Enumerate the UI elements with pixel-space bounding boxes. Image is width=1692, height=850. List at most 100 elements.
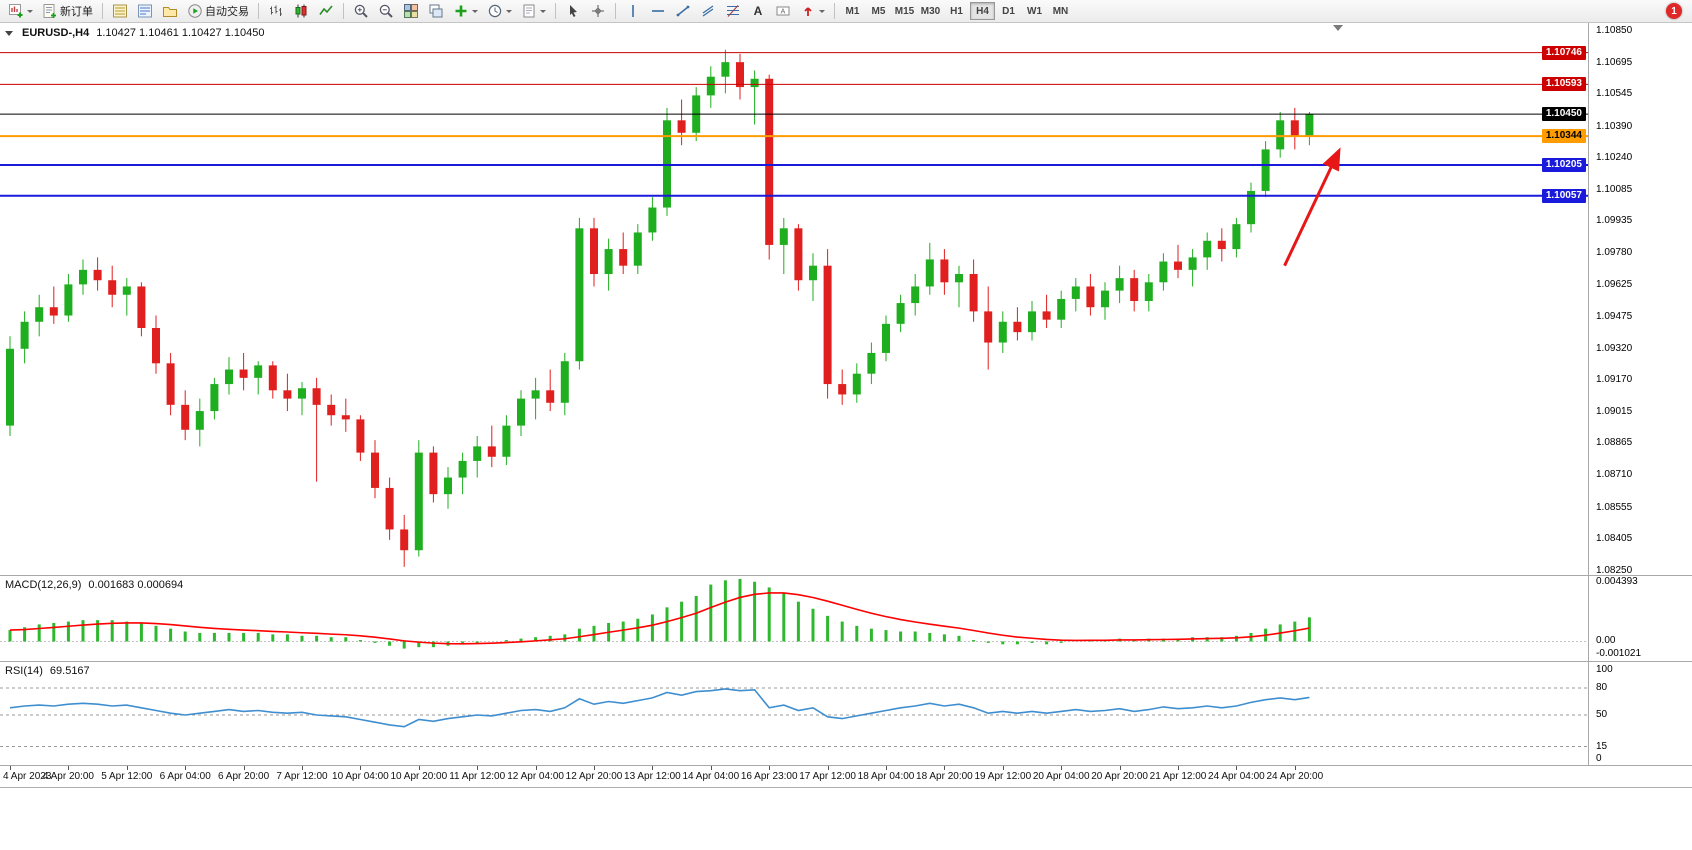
zoom-in-button[interactable]	[349, 1, 373, 21]
templates-icon	[521, 3, 537, 19]
time-axis-label: 20 Apr 20:00	[1091, 771, 1148, 782]
fibonacci-button[interactable]	[721, 1, 745, 21]
crosshair-button[interactable]	[586, 1, 610, 21]
time-axis-label: 10 Apr 04:00	[332, 771, 389, 782]
text-icon: A	[750, 3, 766, 19]
tf-MN[interactable]: MN	[1048, 2, 1073, 20]
toolbar-separator	[343, 3, 344, 19]
price-axis-tick: 1.10240	[1596, 151, 1633, 163]
tile-windows-button[interactable]	[399, 1, 423, 21]
rsi-axis-tick: 50	[1596, 709, 1608, 720]
time-axis-tick	[710, 766, 712, 770]
pane-separator[interactable]	[0, 575, 1692, 576]
periods-button[interactable]	[483, 1, 516, 21]
time-axis-tick	[243, 766, 245, 770]
pane-separator[interactable]	[0, 661, 1692, 662]
indicators-button[interactable]	[449, 1, 482, 21]
time-axis-tick	[360, 766, 362, 770]
fibonacci-icon	[725, 3, 741, 19]
time-axis-label: 18 Apr 20:00	[916, 771, 973, 782]
time-axis-label: 4 Apr 2023	[3, 771, 52, 782]
toolbar: 新订单 自动交易 A A M1 M5 M15 M30 H1 H4 D1 W1 MN 1	[0, 0, 1692, 23]
time-axis-tick	[652, 766, 654, 770]
candlestick-chart-icon	[293, 3, 309, 19]
time-axis-label: 14 Apr 04:00	[682, 771, 740, 782]
time-axis-tick	[1061, 766, 1063, 770]
market-watch-icon	[112, 3, 128, 19]
time-axis-tick	[1178, 766, 1179, 770]
time-axis-label: 7 Apr 12:00	[276, 771, 328, 782]
new-chart-button[interactable]	[4, 1, 37, 21]
new-chart-icon	[8, 3, 24, 19]
horizontal-line-button[interactable]	[646, 1, 670, 21]
new-order-icon	[42, 3, 58, 19]
trendline-button[interactable]	[671, 1, 695, 21]
symbol-dropdown-icon[interactable]	[5, 30, 13, 36]
chevron-down-icon	[819, 9, 825, 13]
candlestick-chart-button[interactable]	[289, 1, 313, 21]
chevron-down-icon	[540, 9, 546, 13]
autotrading-icon	[187, 3, 203, 19]
crosshair-icon	[590, 3, 606, 19]
rsi-axis-tick: 15	[1596, 740, 1608, 752]
arrows-icon	[800, 3, 816, 19]
time-axis-label: 16 Apr 23:00	[740, 771, 798, 782]
time-axis-tick	[418, 766, 420, 770]
rsi-canvas[interactable]	[0, 662, 1588, 765]
cascade-windows-button[interactable]	[424, 1, 448, 21]
equidistant-channel-button[interactable]	[696, 1, 720, 21]
main-chart-canvas[interactable]	[0, 23, 1588, 575]
chevron-down-icon	[27, 9, 33, 13]
vertical-line-button[interactable]	[621, 1, 645, 21]
market-watch-button[interactable]	[108, 1, 132, 21]
arrows-button[interactable]	[796, 1, 829, 21]
price-axis-tick: 1.10850	[1596, 25, 1633, 36]
toolbar-separator	[615, 3, 616, 19]
bar-chart-button[interactable]	[264, 1, 288, 21]
tf-H4[interactable]: H4	[970, 2, 995, 20]
navigator-button[interactable]	[158, 1, 182, 21]
time-axis-tick	[185, 766, 187, 770]
autotrading-button[interactable]: 自动交易	[183, 1, 253, 21]
trendline-icon	[675, 3, 691, 19]
tf-M1[interactable]: M1	[840, 2, 865, 20]
cursor-button[interactable]	[561, 1, 585, 21]
time-axis-tick	[1119, 766, 1121, 770]
zoom-out-button[interactable]	[374, 1, 398, 21]
price-axis-tick: 1.08865	[1596, 437, 1633, 449]
tf-M30[interactable]: M30	[918, 2, 943, 20]
tf-W1[interactable]: W1	[1022, 2, 1047, 20]
tf-H1[interactable]: H1	[944, 2, 969, 20]
macd-axis-tick: -0.001021	[1596, 648, 1642, 659]
time-axis-tick	[302, 766, 303, 770]
templates-button[interactable]	[517, 1, 550, 21]
time-axis-label: 21 Apr 12:00	[1149, 771, 1207, 782]
price-axis-tick: 1.08250	[1596, 565, 1633, 576]
price-axis-tick: 1.10085	[1596, 183, 1633, 195]
tf-M15[interactable]: M15	[892, 2, 917, 20]
text-button[interactable]: A	[746, 1, 770, 21]
data-window-button[interactable]	[133, 1, 157, 21]
text-label-button[interactable]: A	[771, 1, 795, 21]
notification-badge[interactable]: 1	[1666, 3, 1682, 19]
bar-chart-icon	[268, 3, 284, 19]
price-axis-tick: 1.09320	[1596, 342, 1633, 354]
time-axis[interactable]: 4 Apr 2023 4 Apr 20:00 5 Apr 12:00 6 Apr 04…	[0, 766, 1692, 787]
new-order-button[interactable]: 新订单	[38, 1, 97, 21]
line-chart-button[interactable]	[314, 1, 338, 21]
time-axis-label: 17 Apr 12:00	[799, 771, 856, 782]
tf-M5[interactable]: M5	[866, 2, 891, 20]
toolbar-separator	[102, 3, 103, 19]
tf-D1[interactable]: D1	[996, 2, 1021, 20]
rsi-axis-tick: 100	[1596, 664, 1613, 675]
svg-text:A: A	[781, 9, 786, 16]
macd-canvas[interactable]	[0, 576, 1588, 661]
time-axis-label: 20 Apr 04:00	[1032, 771, 1090, 782]
macd-axis-tick: 0.00	[1596, 635, 1616, 647]
chart-title: EURUSD-,H4 1.10427 1.10461 1.10427 1.104…	[5, 27, 264, 39]
price-axis-tick: 1.09015	[1596, 406, 1633, 418]
rsi-axis-tick: 0	[1596, 753, 1602, 764]
indicators-icon	[453, 3, 469, 19]
periods-icon	[487, 3, 503, 19]
toolbar-separator	[834, 3, 835, 19]
